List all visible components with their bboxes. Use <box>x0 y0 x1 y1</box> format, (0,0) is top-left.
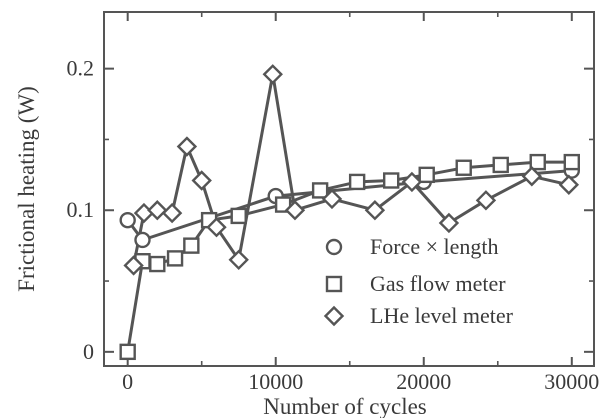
data-point-lhe-level-meter <box>521 166 543 187</box>
legend-label: Gas flow meter <box>370 271 506 296</box>
data-point-gas-flow-meter <box>455 159 472 176</box>
legend-marker-circle <box>325 238 343 256</box>
data-point-gas-flow-meter <box>563 153 580 171</box>
ticks-layer: 0 10000 20000 30000 0 0.1 0.2 <box>67 12 599 394</box>
data-point-gas-flow-meter <box>492 156 509 174</box>
data-point-lhe-level-meter <box>228 249 249 270</box>
legend-marker-diamond <box>323 305 345 327</box>
data-point-gas-flow-meter <box>418 166 435 184</box>
data-point-gas-flow-meter <box>311 182 329 199</box>
data-point-lhe-level-meter <box>558 174 580 195</box>
data-point-force-length <box>134 231 151 249</box>
data-point-lhe-level-meter <box>475 190 497 211</box>
legend-label: Force × length <box>370 234 499 259</box>
legend-label: LHe level meter <box>370 303 514 328</box>
data-point-gas-flow-meter <box>274 196 292 213</box>
y-tick-label: 0.1 <box>67 197 95 222</box>
data-point-gas-flow-meter <box>230 207 247 225</box>
data-point-lhe-level-meter <box>161 202 183 224</box>
x-tick-label: 0 <box>122 369 133 394</box>
data-point-gas-flow-meter <box>149 255 166 273</box>
data-point-gas-flow-meter <box>119 343 136 361</box>
data-point-gas-flow-meter <box>348 173 366 191</box>
data-point-gas-flow-meter <box>183 237 200 254</box>
y-tick-label: 0 <box>83 339 94 364</box>
legend-marker-square <box>325 275 343 293</box>
data-point-lhe-level-meter <box>321 188 343 210</box>
data-point-lhe-level-meter <box>438 212 460 234</box>
x-axis-title: Number of cycles <box>263 394 427 418</box>
legend: Force × length Gas flow meter LHe level me… <box>323 234 514 328</box>
series-line-gas-flow-meter <box>126 160 572 353</box>
data-point-lhe-level-meter <box>206 217 227 238</box>
x-tick-label: 10000 <box>248 369 303 394</box>
data-point-lhe-level-meter <box>123 255 144 276</box>
data-point-lhe-level-meter <box>133 202 155 224</box>
series-layer <box>119 64 580 361</box>
data-point-lhe-level-meter <box>176 136 198 157</box>
y-axis-title: Frictional heating (W) <box>14 86 39 292</box>
data-point-gas-flow-meter <box>529 153 546 171</box>
data-point-lhe-level-meter <box>284 200 306 221</box>
data-point-gas-flow-meter <box>382 172 400 189</box>
data-point-lhe-level-meter <box>401 171 423 193</box>
y-tick-label: 0.2 <box>67 56 95 81</box>
data-point-lhe-level-meter <box>364 200 386 221</box>
data-point-lhe-level-meter <box>147 200 168 221</box>
data-point-gas-flow-meter <box>166 250 184 267</box>
data-point-force-length <box>119 211 136 229</box>
data-point-lhe-level-meter <box>262 64 283 85</box>
x-tick-label: 30000 <box>544 369 599 394</box>
x-tick-label: 20000 <box>396 369 451 394</box>
data-point-lhe-level-meter <box>191 170 212 191</box>
